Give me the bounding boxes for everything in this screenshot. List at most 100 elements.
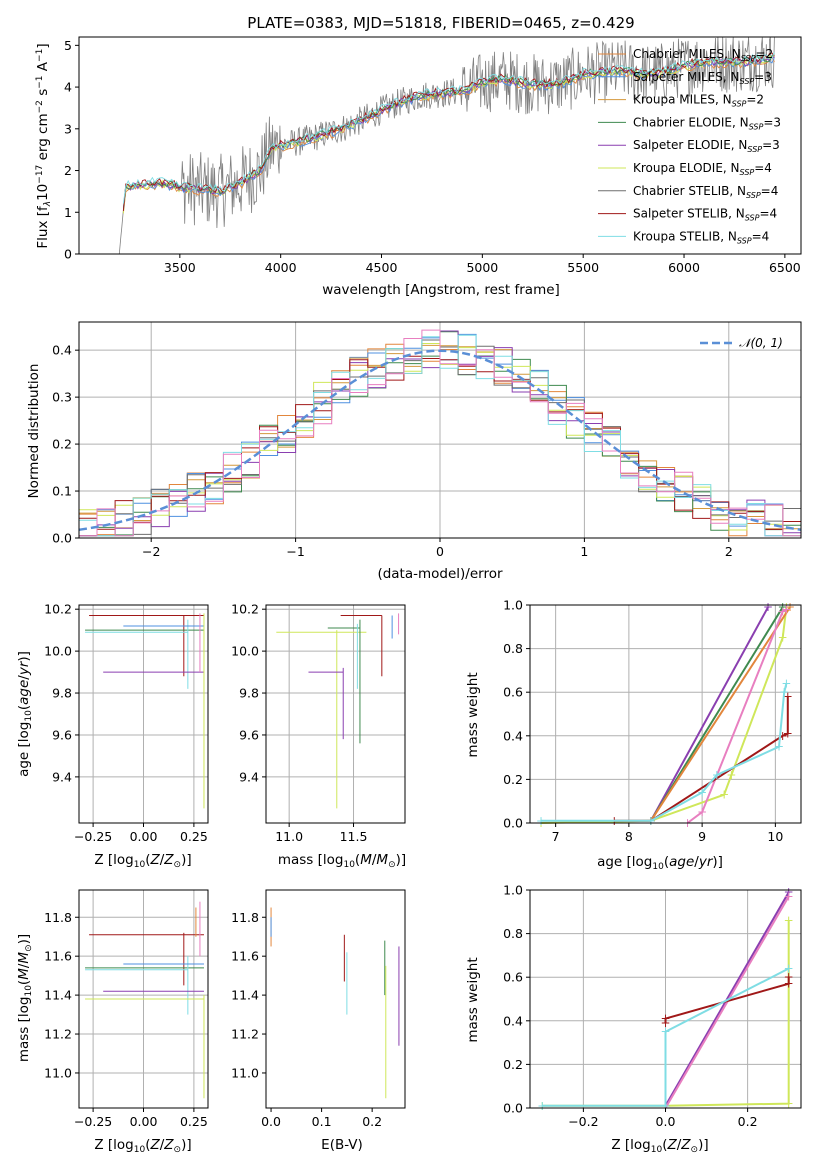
age-mass-ytick-label: 9.6 <box>239 727 259 742</box>
spectrum-axes: 3500 4000 4500 5000 5500 6000 6500 0 1 2 3 4 5 <box>64 36 802 275</box>
weight-age-ytick-label: 0.8 <box>503 641 523 656</box>
weight-z-marker: + <box>660 1099 670 1113</box>
spectrum-xtick-label: 3500 <box>164 260 196 275</box>
weight-z-marker: + <box>784 885 794 899</box>
age-z-axes: −0.25 0.00 0.25 9.4 9.6 9.8 10.0 10.2 <box>44 602 209 844</box>
mass-z-xtick-label: −0.25 <box>74 1114 112 1129</box>
mass-z-ytick-label: 11.2 <box>44 1027 72 1042</box>
histogram-xtick-label: −2 <box>142 544 160 559</box>
spectrum-xtick-label: 5000 <box>466 260 498 275</box>
spectrum-xlabel: wavelength [Angstrom, rest frame] <box>322 282 560 298</box>
legend-label: Salpeter STELIB, NSSP=4 <box>633 207 777 223</box>
weight-age-xtick-label: 9 <box>698 829 706 844</box>
weight-z-marker: + <box>784 970 794 984</box>
spectrum-ytick-label: 0 <box>64 247 72 262</box>
gaussian-legend-label: 𝒩(0, 1) <box>739 336 783 350</box>
mass-ebv-ytick-label: 11.4 <box>231 988 259 1003</box>
histogram-ytick-label: 0.2 <box>52 437 72 452</box>
weight-age-marker: + <box>785 600 795 614</box>
histogram-ytick-label: 0.3 <box>52 390 72 405</box>
age-z-xlabel: Z [log10(Z/Z⊙)] <box>94 852 191 870</box>
weight-z-line <box>664 895 790 1109</box>
weight-age-line <box>541 683 788 822</box>
spectrum-legend: Chabrier MILES, NSSP=2 Salpeter MILES, NS… <box>598 47 781 245</box>
weight-age-marker: + <box>697 785 707 799</box>
weight-age-marker: + <box>712 768 722 782</box>
age-z-ytick-label: 9.8 <box>52 686 72 701</box>
weight-z-xtick-label: 0.0 <box>656 1114 676 1129</box>
mass-ebv-ytick-label: 11.2 <box>231 1027 259 1042</box>
age-z-ytick-label: 9.4 <box>52 769 72 784</box>
histogram-ylabel: Normed distribution <box>26 364 42 499</box>
age-z-ylabel: age [log10(age/yr)] <box>16 651 34 777</box>
legend-label: Kroupa STELIB, NSSP=4 <box>633 229 769 245</box>
age-z-series <box>85 613 205 809</box>
mass-z-series <box>85 901 205 1099</box>
mass-ebv-xtick-label: 0.2 <box>362 1114 382 1129</box>
age-vs-mass-panel: 11.0 11.5 9.4 9.6 9.8 10.0 10.2 mass [log10(M/… <box>231 602 406 870</box>
weight-age-line <box>650 606 784 822</box>
histogram-ytick-label: 0.0 <box>52 531 72 546</box>
weight-vs-metallicity-panel: + + +++++++++++ +++ −0.2 0.0 0.20.00.20.40.60… <box>465 883 802 1155</box>
weight-age-xtick-label: 10 <box>767 829 783 844</box>
mass-ebv-ytick-label: 11.6 <box>231 949 259 964</box>
spectrum-xtick-label: 6000 <box>668 260 700 275</box>
weight-z-marker: + <box>784 890 794 904</box>
weight-age-marker: + <box>697 805 707 819</box>
weight-age-marker: + <box>536 814 546 828</box>
weight-age-marker: + <box>781 600 791 614</box>
spectrum-ytick-label: 1 <box>64 205 72 220</box>
weight-age-ytick-label: 0.0 <box>503 816 523 831</box>
weight-age-marker: + <box>719 788 729 802</box>
legend-label: Chabrier STELIB, NSSP=4 <box>633 184 778 200</box>
legend-label: Kroupa MILES, NSSP=2 <box>633 93 764 109</box>
weight-z-marker: + <box>784 961 794 975</box>
mass-z-xtick-label: 0.00 <box>130 1114 158 1129</box>
weight-age-marker: + <box>774 740 784 754</box>
weight-age-ytick-label: 0.2 <box>503 772 523 787</box>
weight-z-xtick-label: −0.2 <box>568 1114 598 1129</box>
mass-vs-ebv-panel: 0.0 0.1 0.2 11.0 11.2 11.4 11.6 11.8 E(B-V) <box>231 889 406 1153</box>
legend-label: Salpeter MILES, NSSP=3 <box>633 70 772 86</box>
weight-age-line <box>686 608 787 824</box>
weight-age-marker: + <box>778 600 788 614</box>
mass-ebv-ytick-label: 11.8 <box>231 910 259 925</box>
weight-z-marker: + <box>660 1016 670 1030</box>
gaussian-curve <box>78 349 802 532</box>
observed-spectrum-line <box>118 36 775 255</box>
weight-age-grid <box>530 604 801 824</box>
weight-z-marker: + <box>537 1099 547 1113</box>
mass-z-ytick-label: 11.0 <box>44 1065 72 1080</box>
spectrum-ytick-label: 2 <box>64 163 72 178</box>
histogram-axes: −2 −1 0 1 2 0.0 0.1 0.2 0.3 0.4 <box>52 321 802 559</box>
weight-age-xtick-label: 8 <box>625 829 633 844</box>
legend-label: Kroupa ELODIE, NSSP=4 <box>633 161 772 177</box>
weight-age-marker: + <box>783 690 793 704</box>
mass-z-xlabel: Z [log10(Z/Z⊙)] <box>94 1137 191 1155</box>
mass-z-ylabel: mass [log10(M/M⊙)] <box>16 934 34 1062</box>
weight-age-axes: 7 8 9 10 0.0 0.2 0.4 0.6 0.8 1.0 <box>503 598 802 844</box>
weight-age-marker: + <box>763 600 773 614</box>
weight-age-marker: + <box>783 727 793 741</box>
age-mass-ytick-label: 9.8 <box>239 686 259 701</box>
weight-age-marker: + <box>778 729 788 743</box>
weight-age-marker: + <box>646 814 656 828</box>
age-z-xtick-label: 0.25 <box>180 829 208 844</box>
age-mass-ytick-label: 10.2 <box>231 602 259 617</box>
histogram-xtick-label: 1 <box>580 544 588 559</box>
weight-z-ytick-label: 0.0 <box>503 1101 523 1116</box>
weight-age-ytick-label: 1.0 <box>503 598 523 613</box>
mass-ebv-xtick-label: 0.1 <box>312 1114 332 1129</box>
weight-age-xlabel: age [log10(age/yr)] <box>597 854 723 872</box>
weight-age-marker: + <box>781 676 791 690</box>
weight-age-ytick-label: 0.4 <box>503 728 523 743</box>
weight-age-marker: + <box>778 631 788 645</box>
weight-z-marker: + <box>784 977 794 991</box>
weight-z-marker: + <box>784 1097 794 1111</box>
mass-vs-metallicity-panel: −0.25 0.00 0.25 11.0 11.2 11.4 11.6 11.8 Z [log… <box>16 889 209 1155</box>
weight-age-line <box>650 606 769 822</box>
age-mass-frame <box>265 604 406 824</box>
spectrum-xtick-label: 5500 <box>567 260 599 275</box>
weight-age-marker: + <box>726 768 736 782</box>
histogram-legend: 𝒩(0, 1) <box>700 336 783 350</box>
